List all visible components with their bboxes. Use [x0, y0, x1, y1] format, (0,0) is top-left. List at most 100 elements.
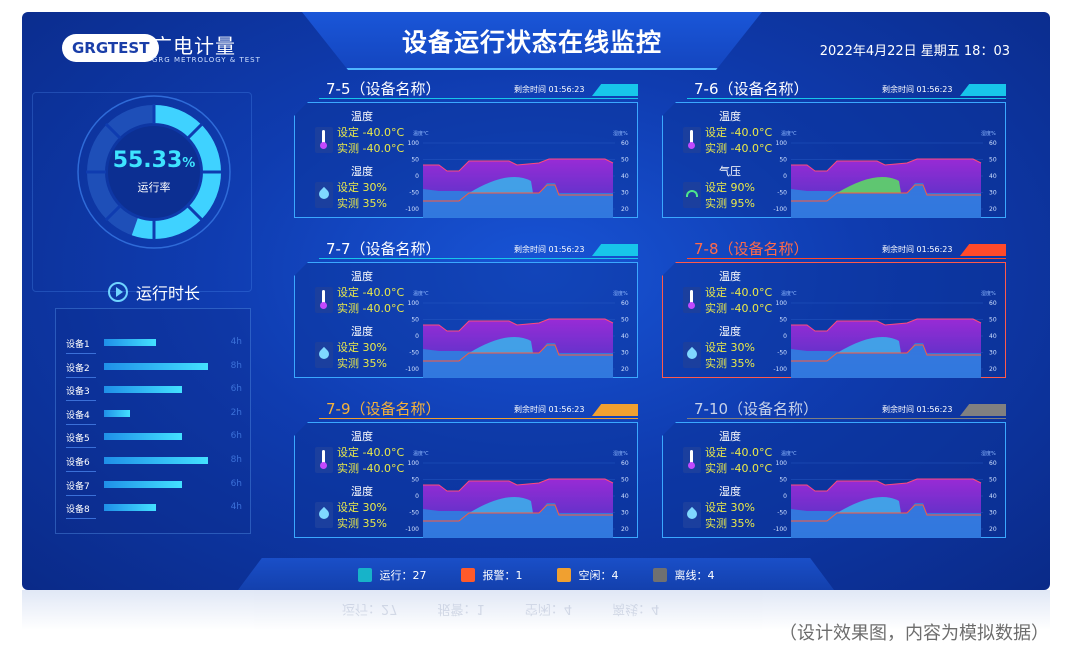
runtime-hours: 6h [230, 478, 242, 489]
icon-box [315, 287, 333, 313]
trend-chart: 温度℃ 湿度% 100 50 0 -50 -100 -150 60 50 40 30 20 10 [773, 450, 997, 550]
sensor-name: 湿度 [351, 165, 373, 178]
svg-text:20: 20 [621, 206, 629, 213]
runtime-bar [104, 409, 130, 417]
run-rate-gauge: 55.33% 运行率 [74, 92, 234, 252]
actual-value: 实测 -40.0°C [337, 302, 405, 315]
temperature-section: 温度 设定 -40.0°C 实测 -40.0°C [663, 265, 773, 319]
trend-chart: 温度℃ 湿度% 100 50 0 -50 -100 -150 60 50 40 30 20 10 [405, 450, 629, 550]
svg-text:30: 30 [621, 350, 629, 357]
svg-text:20: 20 [621, 366, 629, 373]
remaining-time: 剩余时间 01:56:23 [514, 405, 585, 414]
icon-box [315, 342, 333, 368]
remaining-time: 剩余时间 01:56:23 [882, 405, 953, 414]
svg-text:100: 100 [408, 140, 420, 147]
svg-text:40: 40 [621, 493, 629, 500]
runtime-row: 设备3 6h [66, 382, 242, 402]
sensor-name: 湿度 [351, 485, 373, 498]
card-body: 温度 设定 -40.0°C 实测 -40.0°C 湿度 设定 30% 实测 35… [662, 422, 1006, 538]
svg-text:20: 20 [989, 206, 997, 213]
device-card[interactable]: 7-8（设备名称） 剩余时间 01:56:23 温度 设定 -40.0°C 实测… [662, 238, 1006, 383]
svg-text:100: 100 [408, 300, 420, 307]
title-underline [687, 98, 1006, 99]
droplet-icon [316, 506, 332, 522]
runtime-bar [104, 457, 208, 464]
run-rate-value: 55.33% [112, 148, 196, 173]
device-card[interactable]: 7-9（设备名称） 剩余时间 01:56:23 温度 设定 -40.0°C 实测… [294, 398, 638, 543]
svg-text:10: 10 [621, 223, 629, 230]
title-underline [319, 258, 638, 259]
svg-text:60: 60 [989, 460, 997, 467]
svg-text:-150: -150 [773, 223, 787, 230]
device-card[interactable]: 7-10（设备名称） 剩余时间 01:56:23 温度 设定 -40.0°C 实… [662, 398, 1006, 543]
set-value: 设定 30% [337, 501, 387, 514]
play-icon [108, 282, 128, 302]
runtime-bar [104, 362, 208, 370]
sensor-name: 温度 [351, 270, 373, 283]
svg-text:30: 30 [989, 350, 997, 357]
screen-reflection: 运行：27 报警：1 空闲：4 离线：4 [22, 590, 1050, 630]
trend-chart: 温度℃ 湿度% 100 50 0 -50 -100 -150 60 50 40 30 20 10 [405, 290, 629, 378]
device-card[interactable]: 7-6（设备名称） 剩余时间 01:56:23 温度 设定 -40.0°C 实测… [662, 78, 1006, 223]
svg-text:0: 0 [783, 493, 787, 500]
thermometer-icon [688, 130, 695, 149]
svg-text:30: 30 [989, 190, 997, 197]
card-title[interactable]: 7-10（设备名称） [694, 400, 819, 418]
run-rate-label: 运行率 [137, 181, 171, 194]
card-title[interactable]: 7-6（设备名称） [694, 80, 809, 98]
device-card[interactable]: 7-5（设备名称） 剩余时间 01:56:23 温度 设定 -40.0°C 实测… [294, 78, 638, 223]
card-title[interactable]: 7-8（设备名称） [694, 240, 809, 258]
card-title[interactable]: 7-9（设备名称） [326, 400, 441, 418]
svg-text:100: 100 [776, 460, 788, 467]
svg-text:-100: -100 [773, 526, 787, 533]
runtime-bar [104, 504, 156, 512]
card-body: 温度 设定 -40.0°C 实测 -40.0°C 湿度 设定 30% 实测 35… [294, 422, 638, 538]
runtime-row: 设备2 8h [66, 359, 242, 379]
svg-text:60: 60 [989, 140, 997, 147]
set-value: 设定 -40.0°C [337, 446, 405, 459]
svg-text:40: 40 [989, 493, 997, 500]
remaining-time: 剩余时间 01:56:23 [882, 85, 953, 94]
svg-text:-50: -50 [409, 510, 419, 517]
set-value: 设定 -40.0°C [705, 126, 773, 139]
brand-name: 广电计量 [152, 34, 236, 58]
icon-box [683, 502, 701, 528]
svg-text:湿度%: 湿度% [613, 290, 628, 297]
temperature-section: 温度 设定 -40.0°C 实测 -40.0°C [295, 265, 405, 319]
actual-value: 实测 -40.0°C [705, 142, 773, 155]
svg-text:温度℃: 温度℃ [781, 450, 797, 457]
runtime-panel: 设备1 4h 设备2 8h 设备3 6h 设备4 2h 设备5 6h 设备6 8… [55, 308, 251, 534]
card-title[interactable]: 7-5（设备名称） [326, 80, 441, 98]
svg-text:50: 50 [411, 157, 419, 164]
actual-value: 实测 35% [337, 357, 387, 370]
caption: （设计效果图，内容为模拟数据） [779, 623, 1049, 644]
svg-text:60: 60 [621, 140, 629, 147]
svg-text:-100: -100 [773, 366, 787, 373]
card-title[interactable]: 7-7（设备名称） [326, 240, 441, 258]
set-value: 设定 30% [705, 501, 755, 514]
actual-value: 实测 35% [337, 197, 387, 210]
svg-text:10: 10 [989, 383, 997, 390]
svg-text:0: 0 [415, 333, 419, 340]
legend-item[interactable]: 运行：27 [357, 567, 427, 583]
icon-box [683, 342, 701, 368]
svg-text:-150: -150 [773, 543, 787, 550]
svg-text:-100: -100 [405, 526, 419, 533]
legend-item[interactable]: 离线：4 [652, 567, 715, 583]
thermometer-icon [688, 450, 695, 469]
svg-text:20: 20 [989, 366, 997, 373]
row-underline [66, 471, 96, 472]
set-value: 设定 -40.0°C [705, 286, 773, 299]
set-value: 设定 -40.0°C [705, 446, 773, 459]
page-title: 设备运行状态在线监控 [401, 28, 662, 57]
svg-text:-150: -150 [405, 543, 419, 550]
set-value: 设定 30% [337, 341, 387, 354]
row-underline [66, 423, 96, 425]
legend-item[interactable]: 空闲：4 [556, 567, 619, 583]
secondary-section: 湿度 设定 30% 实测 35% [295, 480, 405, 534]
legend-item[interactable]: 报警：1 [460, 567, 523, 583]
device-card[interactable]: 7-7（设备名称） 剩余时间 01:56:23 温度 设定 -40.0°C 实测… [294, 238, 638, 383]
icon-box [315, 127, 333, 153]
set-value: 设定 -40.0°C [337, 286, 405, 299]
device-name: 设备5 [66, 434, 90, 445]
